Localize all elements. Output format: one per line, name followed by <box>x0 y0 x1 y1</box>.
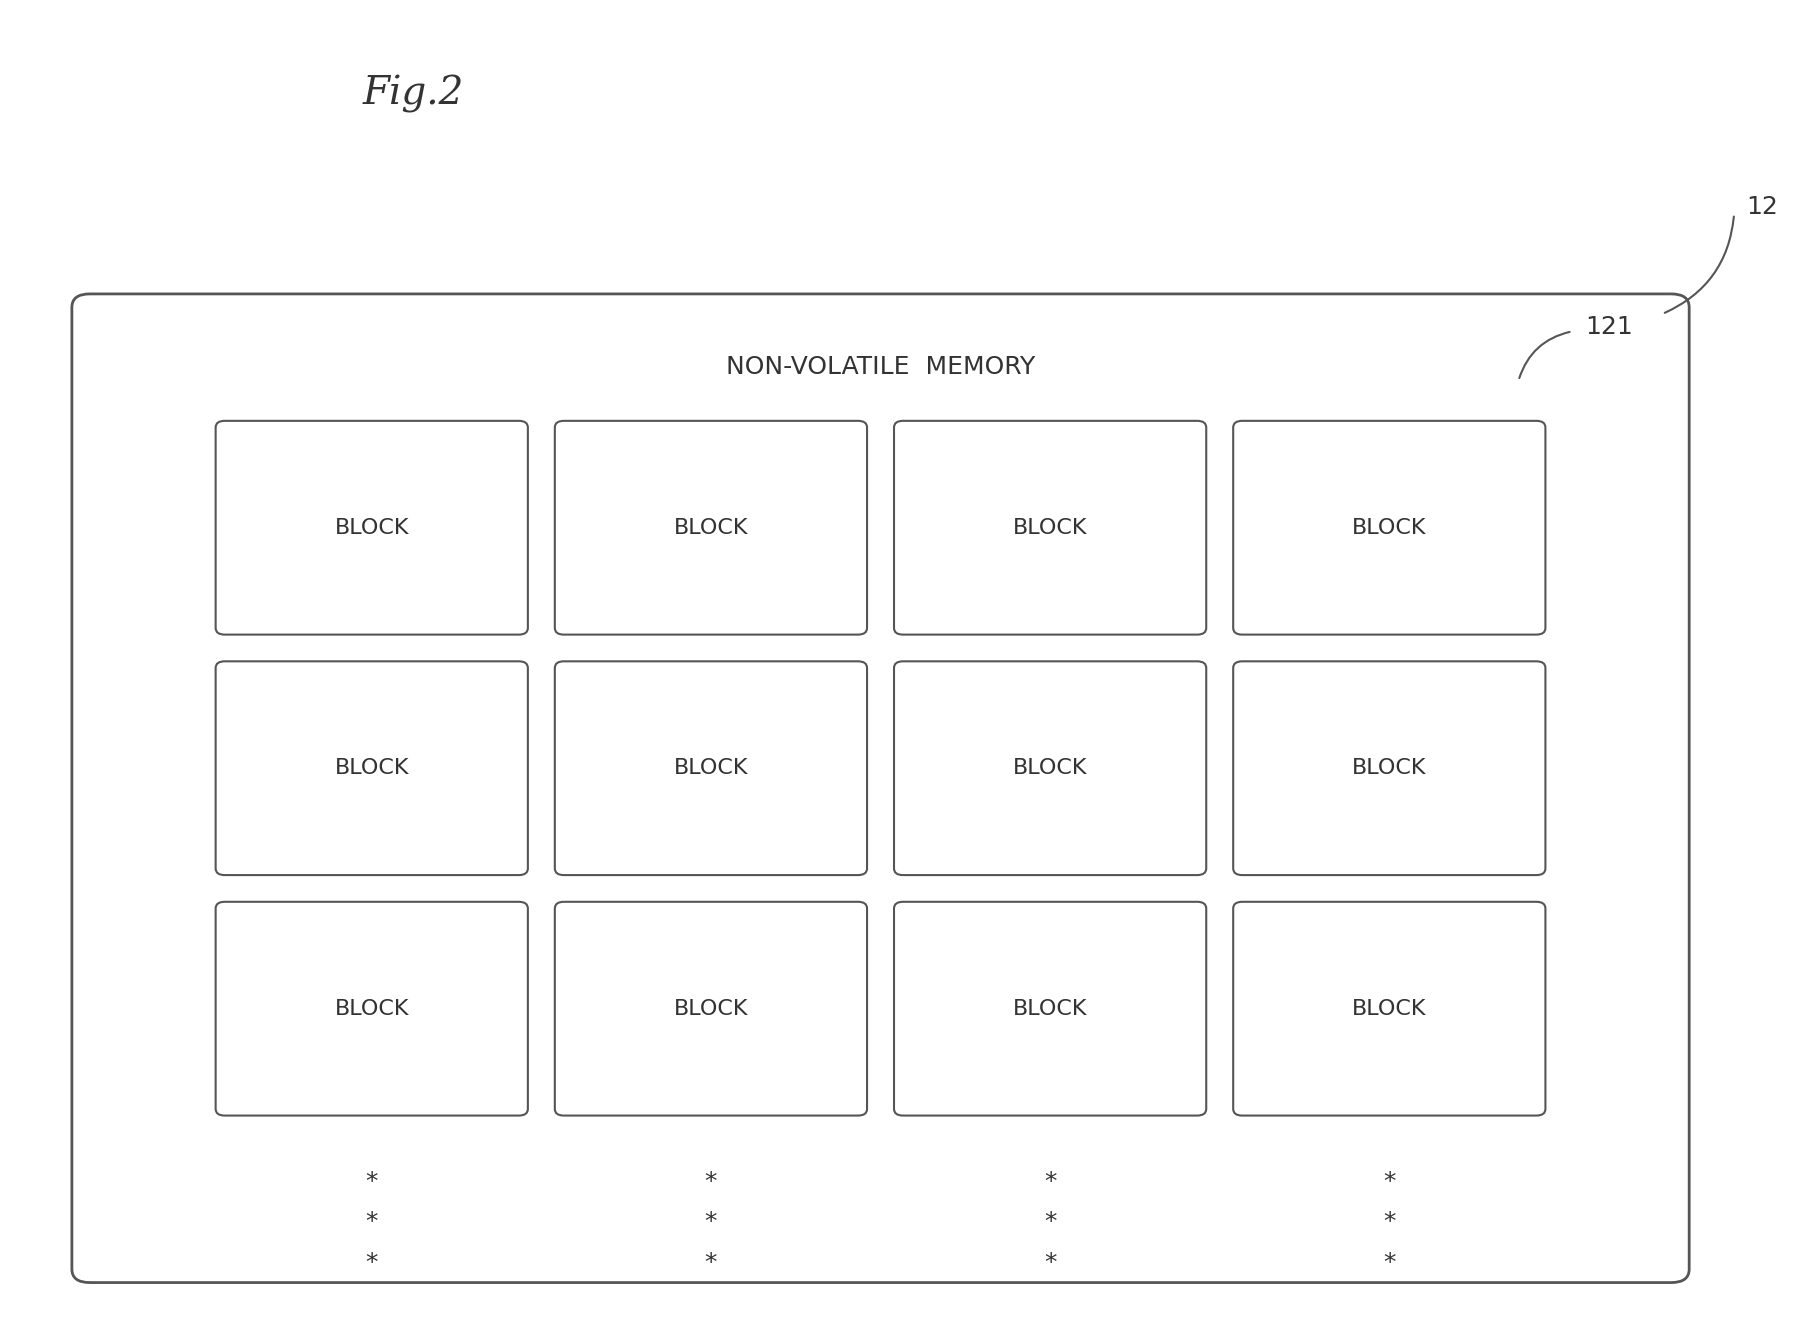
Text: *: * <box>1384 1210 1396 1234</box>
Text: *: * <box>1044 1250 1057 1275</box>
Text: BLOCK: BLOCK <box>1014 759 1087 778</box>
Text: BLOCK: BLOCK <box>334 999 410 1018</box>
Text: 121: 121 <box>1585 315 1633 339</box>
Text: *: * <box>365 1210 377 1234</box>
FancyBboxPatch shape <box>72 294 1689 1283</box>
Text: BLOCK: BLOCK <box>674 999 748 1018</box>
FancyBboxPatch shape <box>1233 421 1545 635</box>
Text: BLOCK: BLOCK <box>674 518 748 537</box>
Text: *: * <box>365 1250 377 1275</box>
FancyBboxPatch shape <box>216 421 528 635</box>
Text: *: * <box>1384 1170 1396 1194</box>
Text: *: * <box>365 1170 377 1194</box>
Text: 12: 12 <box>1747 195 1779 219</box>
Text: BLOCK: BLOCK <box>1014 999 1087 1018</box>
FancyBboxPatch shape <box>555 421 868 635</box>
FancyBboxPatch shape <box>895 661 1206 875</box>
FancyBboxPatch shape <box>555 902 868 1116</box>
Text: NON-VOLATILE  MEMORY: NON-VOLATILE MEMORY <box>726 355 1035 379</box>
FancyBboxPatch shape <box>1233 902 1545 1116</box>
Text: *: * <box>1044 1170 1057 1194</box>
Text: *: * <box>1384 1250 1396 1275</box>
FancyBboxPatch shape <box>216 902 528 1116</box>
Text: BLOCK: BLOCK <box>1351 518 1427 537</box>
FancyBboxPatch shape <box>895 421 1206 635</box>
FancyBboxPatch shape <box>1233 661 1545 875</box>
Text: *: * <box>704 1170 717 1194</box>
Text: BLOCK: BLOCK <box>334 759 410 778</box>
Text: *: * <box>1044 1210 1057 1234</box>
Text: BLOCK: BLOCK <box>1351 759 1427 778</box>
FancyBboxPatch shape <box>216 661 528 875</box>
FancyBboxPatch shape <box>555 661 868 875</box>
Text: BLOCK: BLOCK <box>674 759 748 778</box>
Text: *: * <box>704 1210 717 1234</box>
Text: Fig.2: Fig.2 <box>363 75 464 112</box>
FancyBboxPatch shape <box>895 902 1206 1116</box>
Text: BLOCK: BLOCK <box>1351 999 1427 1018</box>
Text: *: * <box>704 1250 717 1275</box>
Text: BLOCK: BLOCK <box>1014 518 1087 537</box>
Text: BLOCK: BLOCK <box>334 518 410 537</box>
